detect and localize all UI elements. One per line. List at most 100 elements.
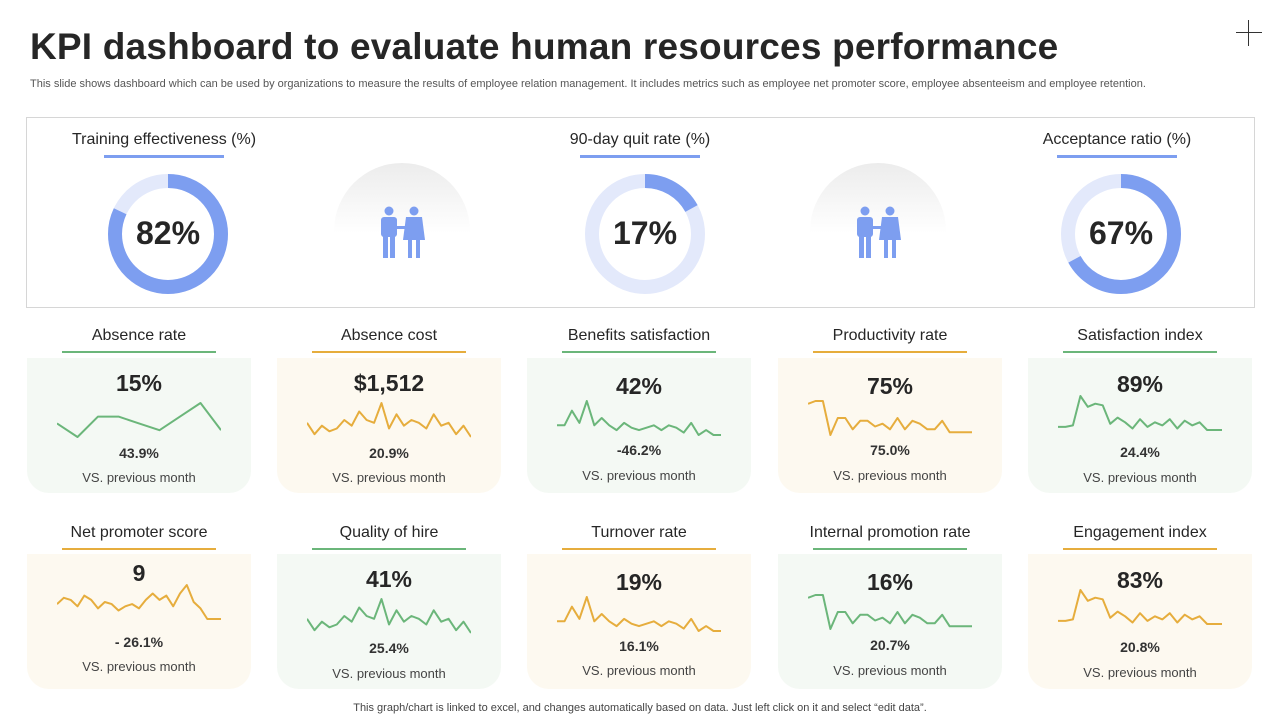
gauge-arc [585, 174, 705, 294]
card-change: - 26.1% [114, 634, 164, 650]
sparkline-path [1058, 395, 1222, 431]
card-underline [312, 548, 466, 550]
card-change: 43.9% [119, 445, 159, 461]
card-title: Absence rate [91, 327, 187, 344]
card-value: 83% [1116, 567, 1164, 593]
training-effectiveness-gauge [108, 174, 228, 294]
card-title: Engagement index [1073, 524, 1207, 541]
kpi-card-absence-rate: 15% 43.9% VS. previous month [27, 358, 251, 493]
card-change: 75.0% [870, 442, 910, 458]
card-value: 9 [132, 560, 146, 586]
card-value: 75% [866, 373, 914, 399]
kpi-card-satisfaction-index: 89% 24.4% VS. previous month [1028, 358, 1252, 493]
page-title: KPI dashboard to evaluate human resource… [30, 26, 1059, 67]
card-value: $1,512 [353, 370, 425, 396]
sparkline-path [57, 402, 221, 438]
kpi-card-benefits-satisfaction: 42% -46.2% VS. previous month [527, 358, 751, 493]
kpi-card-internal-promotion-rate: 16% 20.7% VS. previous month [778, 554, 1002, 689]
sparkline-path [307, 402, 471, 438]
card-underline [813, 548, 967, 550]
card-title: Benefits satisfaction [567, 327, 711, 344]
card-title: Turnover rate [591, 524, 687, 541]
card-value: 16% [866, 569, 914, 595]
gauge-arc [1061, 174, 1181, 294]
people-icon [381, 206, 425, 258]
card-change: 16.1% [619, 638, 659, 654]
gauge-title: 90-day quit rate (%) [569, 131, 711, 148]
card-title: Internal promotion rate [809, 524, 971, 541]
card-title: Absence cost [340, 327, 438, 344]
card-value: 19% [615, 569, 663, 595]
card-title: Productivity rate [832, 327, 948, 344]
acceptance-ratio-gauge [1061, 174, 1181, 294]
gauge-value: 17% [612, 215, 678, 251]
card-change: 25.4% [369, 640, 409, 656]
gauge-value: 67% [1088, 215, 1154, 251]
kpi-card-absence-cost: $1,512 20.9% VS. previous month [277, 358, 501, 493]
card-title: Satisfaction index [1077, 327, 1203, 344]
card-vs-label: VS. previous month [833, 468, 947, 483]
kpi-card-quality-of-hire: 41% 25.4% VS. previous month [277, 554, 501, 689]
page-subtitle: This slide shows dashboard which can be … [30, 78, 1146, 90]
card-value: 89% [1116, 371, 1164, 397]
card-underline [312, 351, 466, 353]
sparkline-path [557, 400, 721, 436]
card-sparkline [57, 402, 221, 438]
card-vs-label: VS. previous month [82, 659, 196, 674]
gauge-value: 82% [135, 215, 201, 251]
gauge-panel [26, 117, 1255, 308]
people-icon [857, 206, 901, 258]
card-underline [562, 351, 716, 353]
gauge-title: Acceptance ratio (%) [1042, 131, 1192, 148]
quit-rate-gauge [585, 174, 705, 294]
card-sparkline [1058, 589, 1222, 625]
kpi-card-productivity-rate: 75% 75.0% VS. previous month [778, 358, 1002, 493]
card-vs-label: VS. previous month [1083, 470, 1197, 485]
gauge-underline [580, 155, 700, 158]
card-value: 41% [365, 566, 413, 592]
card-value: 42% [615, 373, 663, 399]
card-vs-label: VS. previous month [82, 470, 196, 485]
card-underline [62, 351, 216, 353]
card-sparkline [307, 598, 471, 634]
sparkline-path [307, 598, 471, 634]
card-title: Net promoter score [70, 524, 208, 541]
card-sparkline [808, 594, 972, 630]
crosshair-icon [1236, 20, 1262, 46]
sparkline-path [808, 400, 972, 436]
kpi-card-engagement-index: 83% 20.8% VS. previous month [1028, 554, 1252, 689]
card-change: 20.7% [870, 637, 910, 653]
card-sparkline [557, 596, 721, 632]
card-underline [1063, 548, 1217, 550]
card-value: 15% [115, 370, 163, 396]
card-change: 24.4% [1120, 444, 1160, 460]
sparkline-path [1058, 589, 1222, 625]
card-sparkline [307, 402, 471, 438]
card-vs-label: VS. previous month [582, 663, 696, 678]
gauge-arc [108, 174, 228, 294]
card-underline [1063, 351, 1217, 353]
card-underline [813, 351, 967, 353]
gauge-title: Training effectiveness (%) [71, 131, 257, 148]
card-change: -46.2% [616, 442, 662, 458]
gauge-underline [104, 155, 224, 158]
sparkline-path [557, 596, 721, 632]
sparkline-path [808, 594, 972, 630]
card-change: 20.8% [1120, 639, 1160, 655]
card-vs-label: VS. previous month [332, 666, 446, 681]
sparkline-path [57, 584, 221, 620]
kpi-card-turnover-rate: 19% 16.1% VS. previous month [527, 554, 751, 689]
gauge-underline [1057, 155, 1177, 158]
card-underline [562, 548, 716, 550]
card-vs-label: VS. previous month [1083, 665, 1197, 680]
card-vs-label: VS. previous month [582, 468, 696, 483]
card-underline [62, 548, 216, 550]
card-title: Quality of hire [339, 524, 439, 541]
card-vs-label: VS. previous month [833, 663, 947, 678]
kpi-card-net-promoter-score: 9 - 26.1% VS. previous month [27, 554, 251, 689]
footer-note: This graph/chart is linked to excel, and… [353, 702, 927, 714]
card-change: 20.9% [369, 445, 409, 461]
card-vs-label: VS. previous month [332, 470, 446, 485]
card-sparkline [808, 400, 972, 436]
card-sparkline [1058, 395, 1222, 431]
